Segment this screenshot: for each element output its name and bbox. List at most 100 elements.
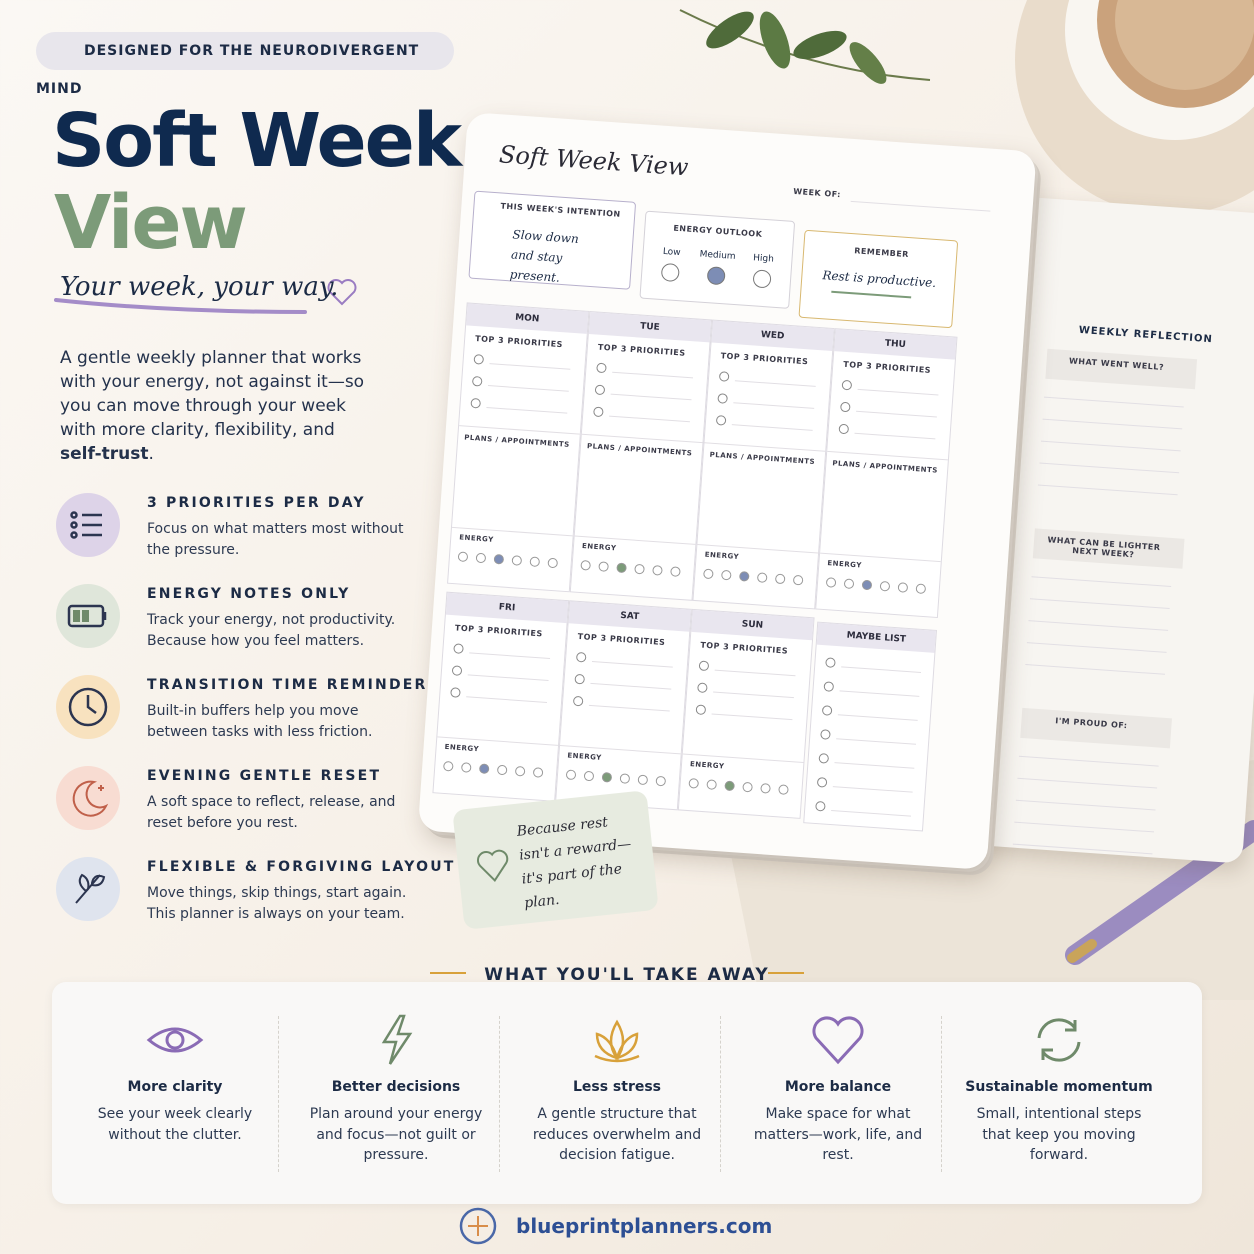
rule	[609, 415, 690, 423]
energy-dot	[742, 781, 753, 793]
feature-icon	[56, 493, 120, 557]
note-heart	[476, 849, 509, 883]
rule	[850, 200, 991, 212]
energy-dot	[738, 571, 750, 582]
feature: ENERGY NOTES ONLY Track your energy, not …	[56, 584, 436, 654]
day-name: MON	[466, 303, 589, 334]
checkbox	[816, 776, 828, 788]
rule	[1028, 620, 1169, 631]
energy-dot	[616, 562, 627, 574]
energy-dot	[475, 552, 487, 564]
day-column: SUN TOP 3 PRIORITIES ENERGY	[677, 608, 815, 819]
energy-dot	[652, 564, 663, 576]
energy-dot	[547, 557, 559, 569]
rule	[1017, 777, 1158, 789]
feature-text: Move things, skip things, start again. T…	[147, 885, 407, 922]
note-text: Because rest isn't a reward—it's part of…	[516, 814, 632, 912]
takeaway-text: Small, intentional steps that keep you m…	[976, 1106, 1142, 1163]
day-name: SUN	[691, 609, 814, 641]
energy-dot	[634, 563, 645, 575]
title-line: View	[54, 180, 248, 266]
feature-glyph	[68, 687, 108, 727]
energy-dot	[619, 773, 631, 784]
rule	[714, 669, 796, 677]
checkbox	[451, 665, 463, 676]
week-of: WEEK OF:	[792, 186, 842, 200]
plans-area	[459, 425, 580, 435]
divider	[720, 1016, 721, 1172]
energy-dot	[703, 568, 714, 580]
priorities-label: TOP 3 PRIORITIES	[720, 351, 809, 367]
intention-box: THIS WEEK'S INTENTION Slow down and stay …	[468, 190, 637, 290]
energy-dot	[792, 574, 804, 586]
feature-glyph	[72, 780, 109, 817]
rule	[1018, 755, 1159, 767]
feature-title: FLEXIBLE & FORGIVING LAYOUT	[147, 859, 456, 875]
remember-box: REMEMBER Rest is productive.	[798, 229, 959, 329]
takeaway: More clarity See your week clearly withou…	[60, 982, 290, 1204]
feature-title: ENERGY NOTES ONLY	[147, 586, 351, 602]
checkbox	[453, 643, 464, 654]
energy-dot	[580, 559, 592, 571]
feature-text: Focus on what matters most without the p…	[147, 521, 404, 558]
energy-label: ENERGY	[689, 760, 725, 771]
rule	[856, 410, 937, 418]
reflection-title: WEEKLY REFLECTION	[1078, 324, 1214, 346]
plans-area	[581, 433, 703, 444]
feature-icon	[56, 584, 120, 648]
energy-dot	[478, 763, 490, 775]
checkbox	[821, 705, 833, 716]
priorities-label: TOP 3 PRIORITIES	[700, 640, 789, 656]
rule	[1037, 484, 1178, 496]
energy-dot	[511, 555, 523, 566]
rule	[841, 666, 922, 673]
day-column: SAT TOP 3 PRIORITIES ENERGY	[555, 600, 692, 811]
feature: 3 PRIORITIES PER DAY Focus on what matter…	[56, 493, 436, 563]
rule	[1031, 576, 1172, 588]
energy-dot	[637, 774, 649, 786]
rule	[1025, 664, 1166, 675]
energy-dot	[442, 760, 454, 772]
checkbox	[840, 401, 851, 413]
priorities-label: TOP 3 PRIORITIES	[454, 623, 543, 639]
energy-label: ENERGY	[827, 559, 863, 570]
energy-dot	[601, 771, 613, 783]
day-column: MON TOP 3 PRIORITIES PLANS / APPOINTMENTS E…	[447, 302, 590, 593]
tagline: Your week, your way.	[60, 272, 339, 302]
checkbox	[838, 423, 850, 435]
rule	[588, 704, 670, 712]
feature: TRANSITION TIME REMINDERS Built-in buffer…	[56, 675, 438, 745]
plans-label: PLANS / APPOINTMENTS	[586, 442, 693, 458]
rule	[486, 407, 568, 414]
rule	[467, 674, 549, 682]
energy-dot	[879, 580, 891, 592]
energy-dot	[760, 783, 771, 794]
energy-dot	[529, 556, 541, 568]
feature-icon	[56, 675, 120, 739]
takeaway-title: More balance	[784, 1079, 892, 1095]
checkbox	[572, 695, 584, 707]
checkbox	[473, 354, 485, 365]
intro-bold: self-trust	[60, 444, 149, 464]
checkbox	[715, 415, 727, 426]
energy-dot	[756, 572, 768, 583]
feature-icon	[56, 766, 120, 830]
planner-title: Soft Week View	[498, 140, 690, 182]
rule	[1014, 821, 1155, 833]
rule	[610, 393, 692, 401]
energy-dot	[778, 784, 789, 795]
takeaway-heading: WHAT YOU'LL TAKE AWAY	[484, 965, 770, 985]
energy-level: Medium	[699, 249, 736, 263]
checkbox	[593, 406, 604, 418]
intro-end: .	[148, 444, 154, 464]
rule	[469, 652, 551, 660]
priorities-label: TOP 3 PRIORITIES	[843, 359, 932, 375]
takeaway: Better decisions Plan around your energy …	[278, 982, 511, 1204]
energy-dot	[670, 566, 681, 577]
plans-area	[704, 442, 826, 452]
rule	[832, 786, 913, 793]
feature-icon	[56, 857, 120, 921]
plans-area	[827, 450, 948, 461]
checkbox	[717, 393, 728, 404]
rule	[466, 696, 548, 703]
